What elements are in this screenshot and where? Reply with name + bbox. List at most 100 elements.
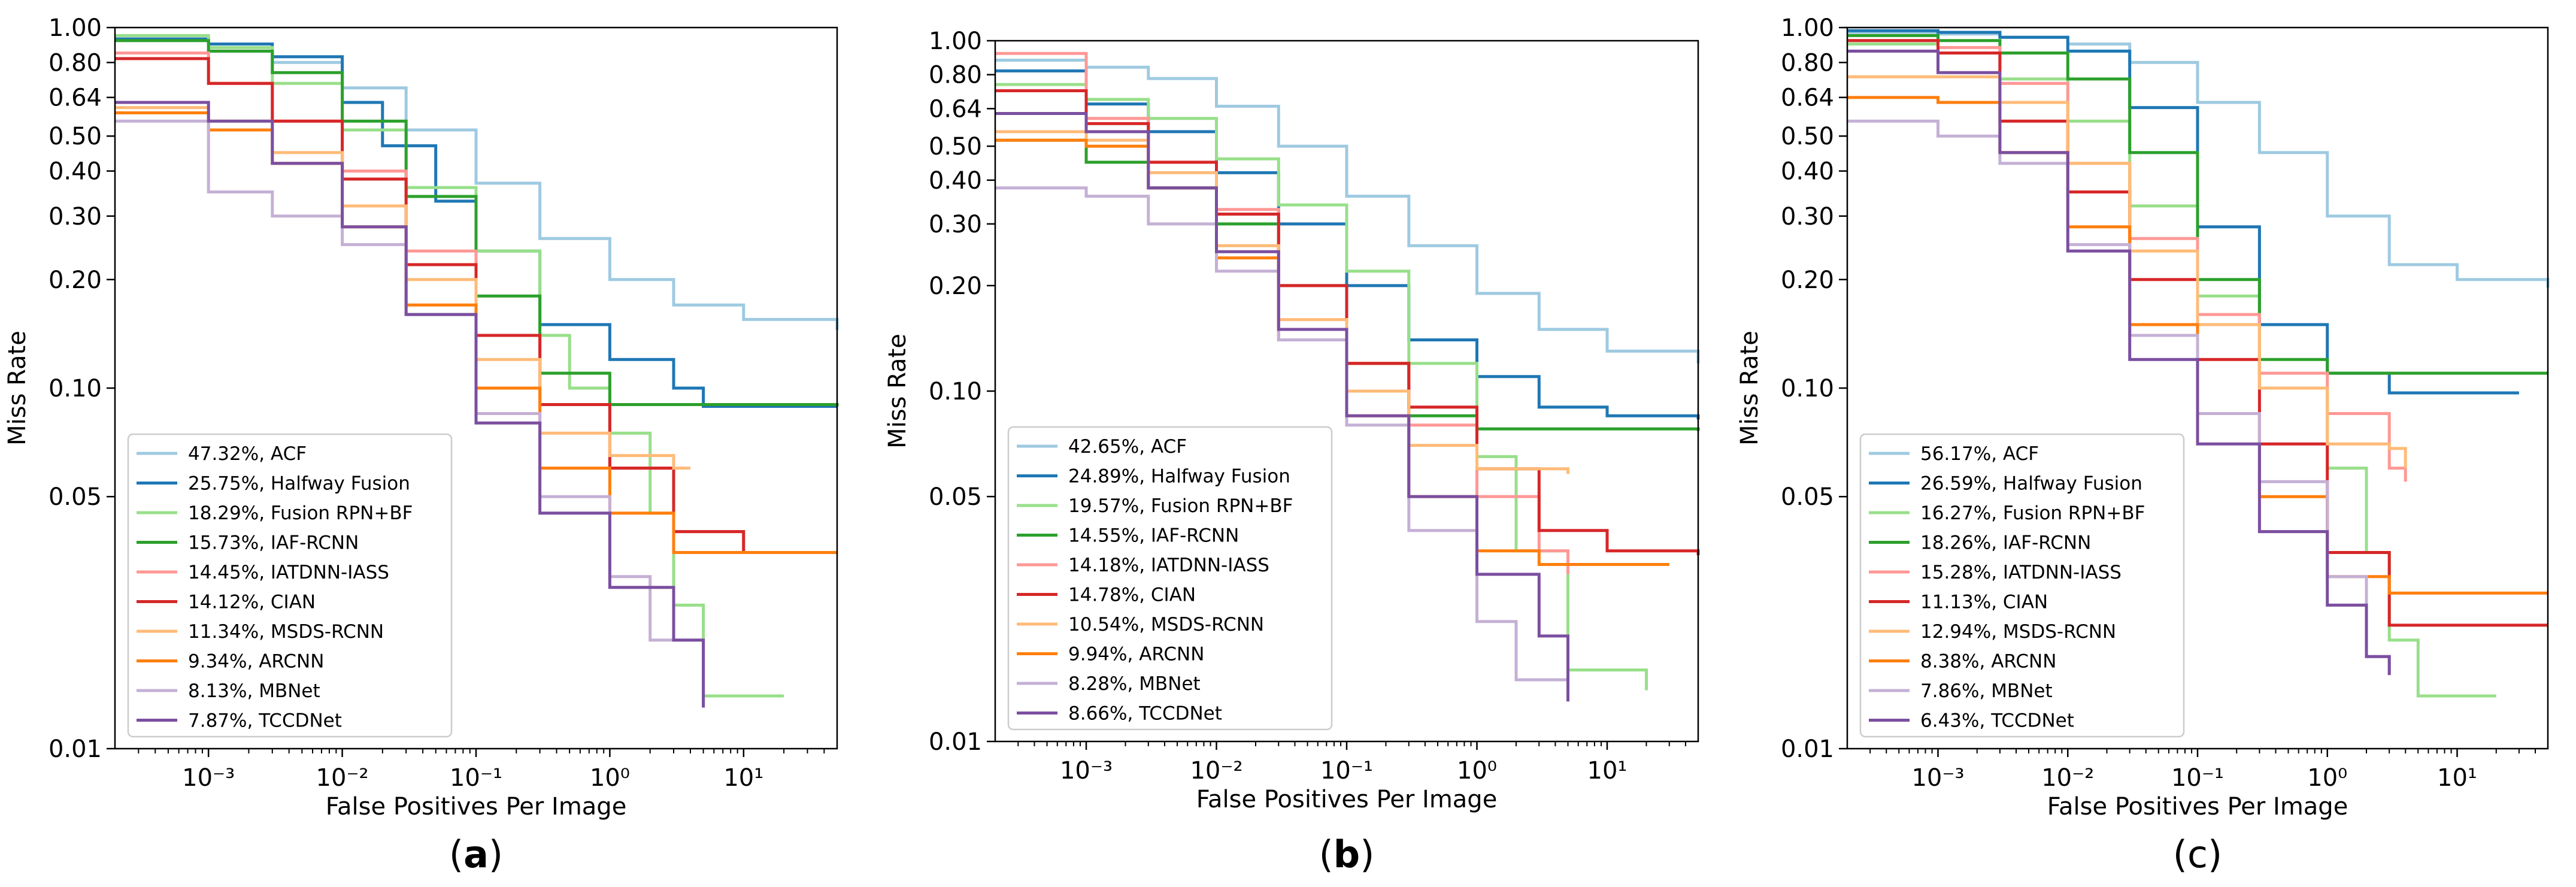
y-tick-label: 0.80 xyxy=(1781,49,1834,77)
series-line-10 xyxy=(1847,49,2391,676)
y-tick-label: 0.20 xyxy=(929,273,982,300)
legend-entry: 15.28%, IATDNN-IASS xyxy=(1920,562,2122,583)
series-line-6 xyxy=(1847,39,2548,627)
legend-entry: 9.94%, ARCNN xyxy=(1068,644,1204,665)
x-tick-label: 10¹ xyxy=(1587,757,1628,785)
y-tick-label: 1.00 xyxy=(49,14,102,42)
series-line-4 xyxy=(1847,34,2548,375)
x-tick-label: 10⁻³ xyxy=(1060,757,1113,785)
legend-entry: 14.78%, CIAN xyxy=(1068,585,1196,606)
y-tick-label: 0.64 xyxy=(1781,84,1834,112)
x-tick-label: 10⁰ xyxy=(590,764,630,792)
y-tick-label: 0.10 xyxy=(929,378,982,405)
legend-entry: 14.55%, IAF-RCNN xyxy=(1068,525,1239,547)
series-group xyxy=(995,52,1700,702)
legend-entry: 18.26%, IAF-RCNN xyxy=(1920,532,2091,554)
y-tick-label: 0.05 xyxy=(49,483,102,511)
legend-entry: 8.13%, MBNet xyxy=(188,680,320,702)
y-tick-label: 1.00 xyxy=(1781,14,1834,42)
chart-panel-2: 10⁻³ 10⁻² 10⁻¹ 10⁰ 10¹ 0.01 0.05 0.10 0.20 0.30 0.… xyxy=(884,28,1700,876)
legend-box xyxy=(1007,426,1333,731)
legend: 42.65%, ACF 24.89%, Halfway Fusion 19.57%,… xyxy=(1007,426,1333,731)
legend-entry: 25.75%, Halfway Fusion xyxy=(188,473,410,495)
legend-entry: 19.57%, Fusion RPN+BF xyxy=(1068,495,1293,517)
legend-entry: 8.66%, TCCDNet xyxy=(1068,703,1222,725)
legend-entry: 12.94%, MSDS-RCNN xyxy=(1920,621,2116,643)
x-tick-label: 10⁻¹ xyxy=(1320,757,1373,785)
y-axis-label: Miss Rate xyxy=(4,331,31,446)
y-tick-label: 0.50 xyxy=(1781,123,1834,150)
series-line-8 xyxy=(115,111,837,554)
x-tick-label: 10⁻¹ xyxy=(2171,764,2224,792)
y-tick-label: 0.01 xyxy=(49,735,102,763)
series-line-5 xyxy=(1847,39,2407,482)
x-axis-label: False Positives Per Image xyxy=(2047,793,2348,821)
y-tick-label: 0.64 xyxy=(49,84,102,112)
y-tick-label: 0.40 xyxy=(929,167,982,195)
legend-entry: 9.34%, ARCNN xyxy=(188,651,324,673)
legend: 47.32%, ACF 25.75%, Halfway Fusion 18.29%,… xyxy=(127,433,453,738)
x-axis-label: False Positives Per Image xyxy=(326,793,627,821)
x-tick-label: 10⁻² xyxy=(1190,757,1242,785)
y-tick-label: 0.30 xyxy=(1781,203,1834,231)
legend-entry: 15.73%, IAF-RCNN xyxy=(188,532,359,554)
x-tick-label: 10⁻² xyxy=(316,764,369,792)
x-tick-label: 10⁻² xyxy=(2041,764,2094,792)
panel-caption: (a) xyxy=(449,832,503,876)
x-tick-label: 10⁻¹ xyxy=(450,764,502,792)
series-line-9 xyxy=(995,186,1568,682)
y-tick-label: 0.30 xyxy=(49,203,102,231)
x-tick-label: 10⁻³ xyxy=(182,764,235,792)
legend-entry: 14.45%, IATDNN-IASS xyxy=(188,562,389,583)
series-group xyxy=(1847,29,2550,698)
y-tick-label: 0.80 xyxy=(49,49,102,77)
x-tick-label: 10⁻³ xyxy=(1911,764,1964,792)
x-tick-label: 10¹ xyxy=(2437,764,2477,792)
x-tick-label: 10¹ xyxy=(723,764,763,792)
legend-entry: 14.18%, IATDNN-IASS xyxy=(1068,555,1269,576)
x-tick-label: 10⁰ xyxy=(2307,764,2347,792)
legend-entry: 6.43%, TCCDNet xyxy=(1920,710,2074,732)
y-tick-label: 0.10 xyxy=(1781,375,1834,402)
legend-box xyxy=(127,433,453,738)
legend-entry: 26.59%, Halfway Fusion xyxy=(1920,473,2142,495)
y-tick-label: 1.00 xyxy=(929,28,982,55)
x-axis-label: False Positives Per Image xyxy=(1196,786,1498,813)
series-group xyxy=(115,34,839,708)
chart-panel-3: 10⁻³ 10⁻² 10⁻¹ 10⁰ 10¹ 0.01 0.05 0.10 0.20 0.30 0.… xyxy=(1736,14,2550,876)
series-line-10 xyxy=(995,112,1569,702)
chart-panel-1: 10⁻³ 10⁻² 10⁻¹ 10⁰ 10¹ 0.01 0.05 0.10 0.20 0.30 0.… xyxy=(4,14,839,876)
legend-entry: 24.89%, Halfway Fusion xyxy=(1068,466,1290,488)
y-tick-label: 0.40 xyxy=(1781,158,1834,186)
legend-box xyxy=(1859,433,2185,738)
legend-entry: 11.13%, CIAN xyxy=(1920,592,2048,613)
legend: 56.17%, ACF 26.59%, Halfway Fusion 16.27%,… xyxy=(1859,433,2185,738)
legend-entry: 8.38%, ARCNN xyxy=(1920,651,2056,673)
legend-entry: 7.87%, TCCDNet xyxy=(188,710,342,732)
y-tick-label: 0.20 xyxy=(1781,267,1834,294)
series-line-10 xyxy=(115,101,705,708)
series-line-1 xyxy=(995,59,1700,364)
y-tick-label: 0.40 xyxy=(49,158,102,186)
y-axis-label: Miss Rate xyxy=(1736,331,1763,446)
legend-entry: 47.32%, ACF xyxy=(188,443,307,465)
y-tick-label: 0.20 xyxy=(49,267,102,294)
y-tick-label: 0.50 xyxy=(49,123,102,150)
y-tick-label: 0.01 xyxy=(929,728,982,756)
panel-caption: (c) xyxy=(2173,832,2222,876)
legend-entry: 42.65%, ACF xyxy=(1068,436,1187,458)
y-tick-label: 0.80 xyxy=(929,62,982,89)
y-tick-label: 0.30 xyxy=(929,211,982,238)
legend-entry: 8.28%, MBNet xyxy=(1068,673,1201,695)
legend-entry: 16.27%, Fusion RPN+BF xyxy=(1920,502,2145,524)
legend-entry: 14.12%, CIAN xyxy=(188,592,316,613)
legend-entry: 11.34%, MSDS-RCNN xyxy=(188,621,384,643)
y-axis-label: Miss Rate xyxy=(884,334,911,449)
y-tick-label: 0.10 xyxy=(49,375,102,402)
y-tick-label: 0.05 xyxy=(929,483,982,511)
y-tick-label: 0.64 xyxy=(929,95,982,123)
legend-entry: 10.54%, MSDS-RCNN xyxy=(1068,614,1264,635)
panel-caption: (b) xyxy=(1319,832,1375,876)
legend-entry: 18.29%, Fusion RPN+BF xyxy=(188,502,413,524)
